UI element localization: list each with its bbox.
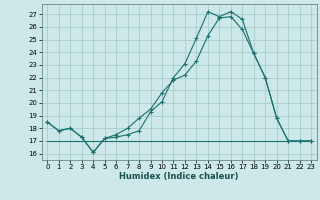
X-axis label: Humidex (Indice chaleur): Humidex (Indice chaleur)	[119, 172, 239, 181]
